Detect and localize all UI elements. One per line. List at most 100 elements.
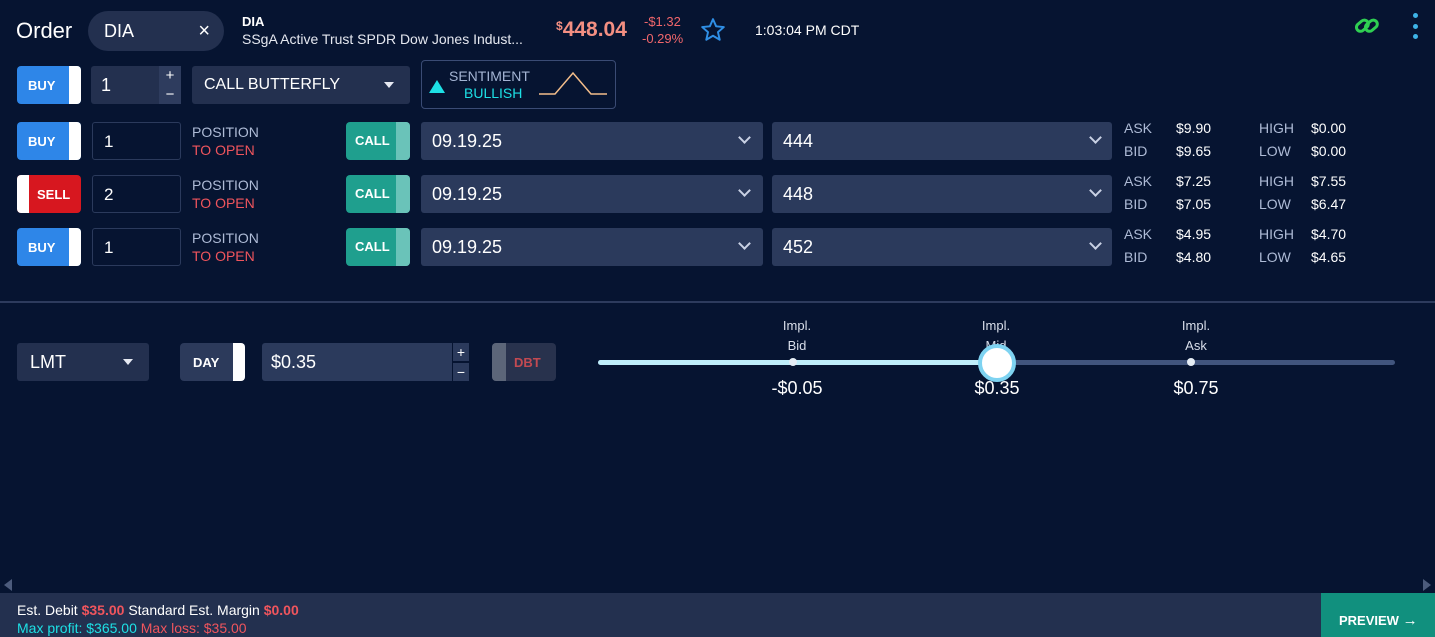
leg-1-strike-value: 444 (783, 131, 814, 151)
leg-2-option-type-toggle[interactable]: CALL (346, 175, 410, 213)
leg-3-bid-value: $4.80 (1176, 249, 1212, 265)
margin-label: Standard Est. Margin (128, 602, 260, 618)
leg-1-low-value: $0.00 (1311, 143, 1347, 159)
leg-1-quantity-input[interactable]: 1 (92, 122, 181, 160)
leg-1-ask-label: ASK (1124, 120, 1153, 136)
impl-bid-marker (789, 358, 797, 366)
leg-3-option-type-toggle[interactable]: CALL (346, 228, 410, 266)
leg-2-ask-value: $7.25 (1176, 173, 1212, 189)
quantity-decrement-button[interactable]: − (159, 85, 181, 104)
section-divider (0, 301, 1435, 303)
leg-2-strike-value: 448 (783, 184, 814, 204)
star-icon[interactable] (700, 17, 726, 43)
leg-2-side-toggle[interactable]: SELL (17, 175, 81, 213)
leg-2-expiry-value: 09.19.25 (432, 184, 503, 204)
impl-bid-value: -$0.05 (771, 378, 823, 398)
leg-2-strike-select[interactable]: 448 (772, 175, 1112, 213)
sentiment-indicator: SENTIMENT BULLISH (421, 60, 616, 109)
chevron-down-icon (738, 131, 751, 144)
leg-2-expiry-select[interactable]: 09.19.25 (421, 175, 763, 213)
leg-2-low-value: $6.47 (1311, 196, 1347, 212)
leg-1-position-effect: POSITION TO OPEN (192, 123, 259, 159)
price-slider-thumb[interactable] (977, 344, 1016, 382)
leg-1-expiry-select[interactable]: 09.19.25 (421, 122, 763, 160)
payoff-chart-icon (539, 71, 607, 95)
symbol-chip-label: DIA (104, 20, 135, 41)
price-increment-button[interactable]: + (453, 343, 469, 361)
price-decrement-button[interactable]: − (453, 363, 469, 381)
leg-3-quantity-input[interactable]: 1 (92, 228, 181, 266)
leg-3-open-label: TO OPEN (192, 248, 255, 264)
leg-2-bid-value: $7.05 (1176, 196, 1212, 212)
price-change: -$1.32 (644, 14, 681, 29)
leg-1-high-value: $0.00 (1311, 120, 1347, 136)
profit-loss-summary: Max profit: $365.00 Max loss: $35.00 (17, 620, 247, 636)
leg-2-position-label: POSITION (192, 177, 259, 193)
leg-2-high-value: $7.55 (1311, 173, 1347, 189)
sentiment-triangle-icon (429, 80, 445, 93)
strategy-side-toggle[interactable]: BUY (17, 66, 81, 104)
leg-1-low-label: LOW (1259, 143, 1291, 159)
strategy-quantity-value: 1 (101, 75, 112, 95)
leg-1-strike-select[interactable]: 444 (772, 122, 1112, 160)
kebab-menu-icon[interactable] (1408, 13, 1422, 39)
leg-3-ask-label: ASK (1124, 226, 1153, 242)
leg-3-expiry-select[interactable]: 09.19.25 (421, 228, 763, 266)
sentiment-value: BULLISH (464, 85, 523, 101)
close-icon[interactable]: × (198, 20, 210, 42)
leg-3-bid-label: BID (1124, 249, 1148, 265)
leg-1-open-label: TO OPEN (192, 142, 255, 158)
scroll-right-icon[interactable] (1423, 579, 1431, 591)
preview-button[interactable]: PREVIEW → (1321, 593, 1435, 637)
leg-1-high-label: HIGH (1259, 120, 1294, 136)
leg-2-ask-label: ASK (1124, 173, 1153, 189)
time-in-force-toggle[interactable]: DAY (180, 343, 245, 381)
leg-3-low-label: LOW (1259, 249, 1291, 265)
symbol-name: DIA (242, 14, 265, 29)
estimate-summary: Est. Debit $35.00 Standard Est. Margin $… (17, 602, 299, 618)
impl-mid-value: $0.35 (974, 378, 1020, 398)
strategy-quantity-stepper[interactable]: 1 + − (91, 66, 181, 104)
chevron-down-icon (738, 184, 751, 197)
order-type-value: LMT (30, 352, 66, 372)
market-time: 1:03:04 PM CDT (755, 22, 860, 38)
price-currency: $ (556, 19, 563, 33)
debit-credit-toggle[interactable]: DBT (492, 343, 556, 381)
leg-2-quantity-input[interactable]: 2 (92, 175, 181, 213)
limit-price-input[interactable] (262, 343, 452, 381)
leg-3-side-toggle[interactable]: BUY (17, 228, 81, 266)
strategy-select[interactable]: CALL BUTTERFLY (192, 66, 410, 104)
max-loss-value: $35.00 (203, 620, 247, 636)
leg-1-side-toggle[interactable]: BUY (17, 122, 81, 160)
scroll-left-icon[interactable] (4, 579, 12, 591)
caret-down-icon (123, 359, 133, 365)
leg-3-strike-value: 452 (783, 237, 814, 257)
est-debit-value: $35.00 (81, 602, 125, 618)
leg-3-low-value: $4.65 (1311, 249, 1347, 265)
leg-2-bid-label: BID (1124, 196, 1148, 212)
leg-3-strike-select[interactable]: 452 (772, 228, 1112, 266)
strategy-select-value: CALL BUTTERFLY (204, 76, 341, 93)
quantity-increment-button[interactable]: + (159, 66, 181, 85)
leg-1-ask-value: $9.90 (1176, 120, 1212, 136)
leg-3-ask-value: $4.95 (1176, 226, 1212, 242)
leg-2-high-label: HIGH (1259, 173, 1294, 189)
max-loss-label: Max loss: (140, 620, 200, 636)
sentiment-label: SENTIMENT (449, 68, 530, 84)
chevron-down-icon (1089, 184, 1102, 197)
preview-label: PREVIEW (1339, 613, 1399, 628)
leg-1-bid-label: BID (1124, 143, 1148, 159)
last-price: $448.04 (556, 18, 627, 42)
symbol-chip[interactable]: DIA × (88, 11, 224, 51)
leg-1-position-label: POSITION (192, 124, 259, 140)
margin-value: $0.00 (263, 602, 299, 618)
link-icon[interactable] (1353, 13, 1381, 39)
chevron-down-icon (1089, 237, 1102, 250)
chevron-down-icon (1089, 131, 1102, 144)
impl-ask-value: $0.75 (1173, 378, 1219, 398)
est-debit-label: Est. Debit (17, 602, 78, 618)
price-change-percent: -0.29% (642, 31, 684, 46)
order-type-select[interactable]: LMT (17, 343, 149, 381)
caret-down-icon (384, 82, 394, 88)
leg-1-option-type-toggle[interactable]: CALL (346, 122, 410, 160)
